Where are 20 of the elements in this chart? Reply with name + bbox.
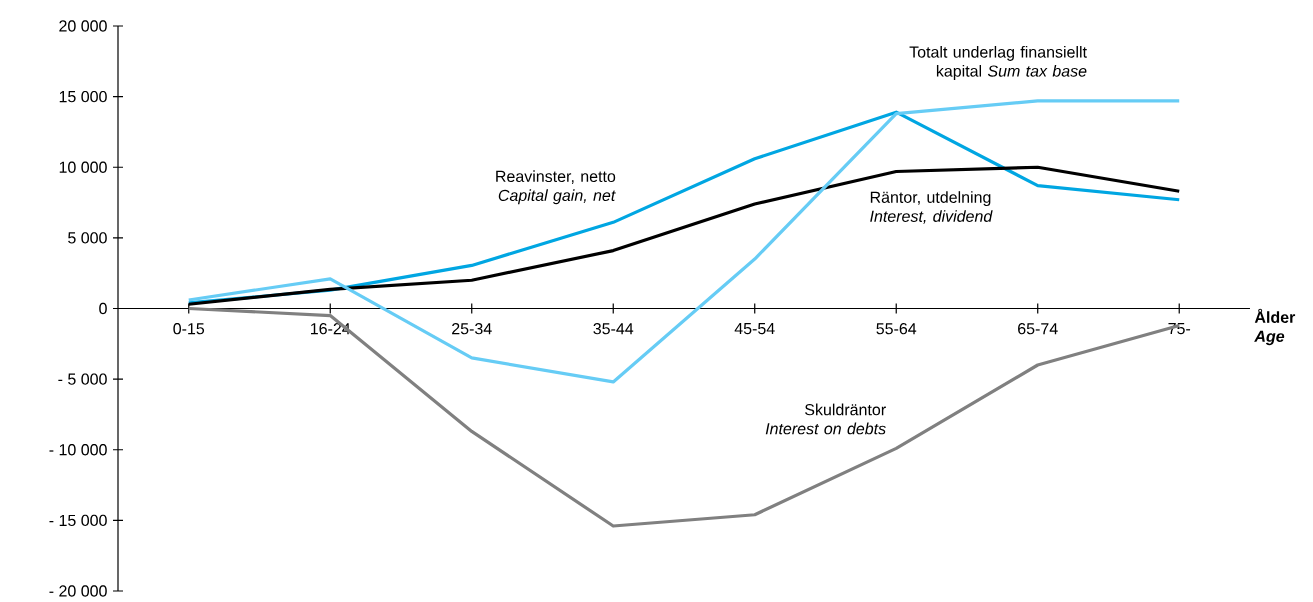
series-label: Reavinster, netto Capital gain, net — [496, 170, 616, 205]
y-tick-label: - 15 000 — [49, 514, 107, 527]
y-tick-label: 15 000 — [59, 90, 107, 103]
x-tick-label: 35-44 — [593, 323, 634, 335]
x-tick-label: 45-54 — [734, 323, 775, 335]
x-tick-label: 25-34 — [452, 323, 492, 335]
y-tick-label: - 10 000 — [49, 444, 107, 456]
x-tick-label: 0-15 — [173, 323, 205, 335]
x-tick-label: 55-64 — [876, 323, 917, 335]
series-label: Räntor, utdelning Interest, dividend — [870, 191, 993, 224]
x-tick-label: 65-74 — [1018, 323, 1058, 335]
y-tick-label: 0 — [99, 302, 107, 315]
y-tick-label: 5 000 — [68, 232, 107, 244]
series-label: Totalt underlag finansiellt kapital Sum tax base — [909, 45, 1087, 80]
x-axis-title: Ålder Age — [1254, 308, 1296, 346]
series-label: Skuldräntor Interest on debts — [765, 403, 886, 435]
y-tick-label: - 20 000 — [49, 585, 107, 597]
y-tick-label: 20 000 — [59, 20, 107, 32]
y-tick-label: - 5 000 — [58, 373, 107, 385]
y-tick-label: 10 000 — [59, 161, 107, 173]
